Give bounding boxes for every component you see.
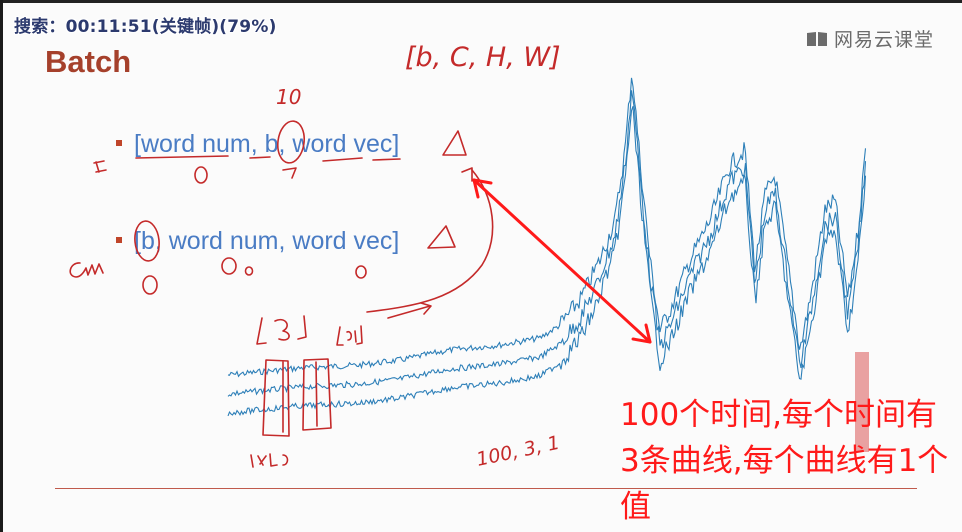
bullet-item-1: [word num, b, word vec] <box>116 130 399 159</box>
time-series-curves <box>227 77 867 417</box>
time-series-curve-2 <box>227 90 867 397</box>
bullet-text-2: [b, word num, word vec] <box>134 227 400 255</box>
bullet-text-1: [word num, b, word vec] <box>134 130 400 158</box>
highlight-bar <box>855 352 869 452</box>
handwriting-ten: 10 <box>276 85 301 109</box>
red-arrow <box>472 178 652 344</box>
explanation-note: 100个时间,每个时间有3条曲线,每个曲线有1个值 <box>620 397 949 525</box>
time-series-curve-1 <box>227 77 867 378</box>
handwriting-bottom-dims: 100, 3, 1 <box>474 432 561 471</box>
bullet-marker <box>116 140 122 147</box>
book-icon <box>807 31 827 46</box>
search-status-overlay: 搜索：00:11:51(关键帧)(79%) <box>14 17 277 37</box>
slide-title: Batch <box>45 44 132 79</box>
left-edge <box>0 0 3 532</box>
handwriting-top-shape: [b, C, H, W] <box>405 42 561 73</box>
top-edge <box>0 0 962 3</box>
bullet-marker <box>116 237 122 244</box>
brand-name: 网易云课堂 <box>834 29 935 51</box>
brand-logo: 网易云课堂 <box>806 25 934 52</box>
bullet-item-2: [b, word num, word vec] <box>116 227 399 256</box>
handwritten-marks <box>69 120 494 468</box>
bottom-divider <box>55 488 917 489</box>
time-series-curve-3 <box>227 106 867 417</box>
